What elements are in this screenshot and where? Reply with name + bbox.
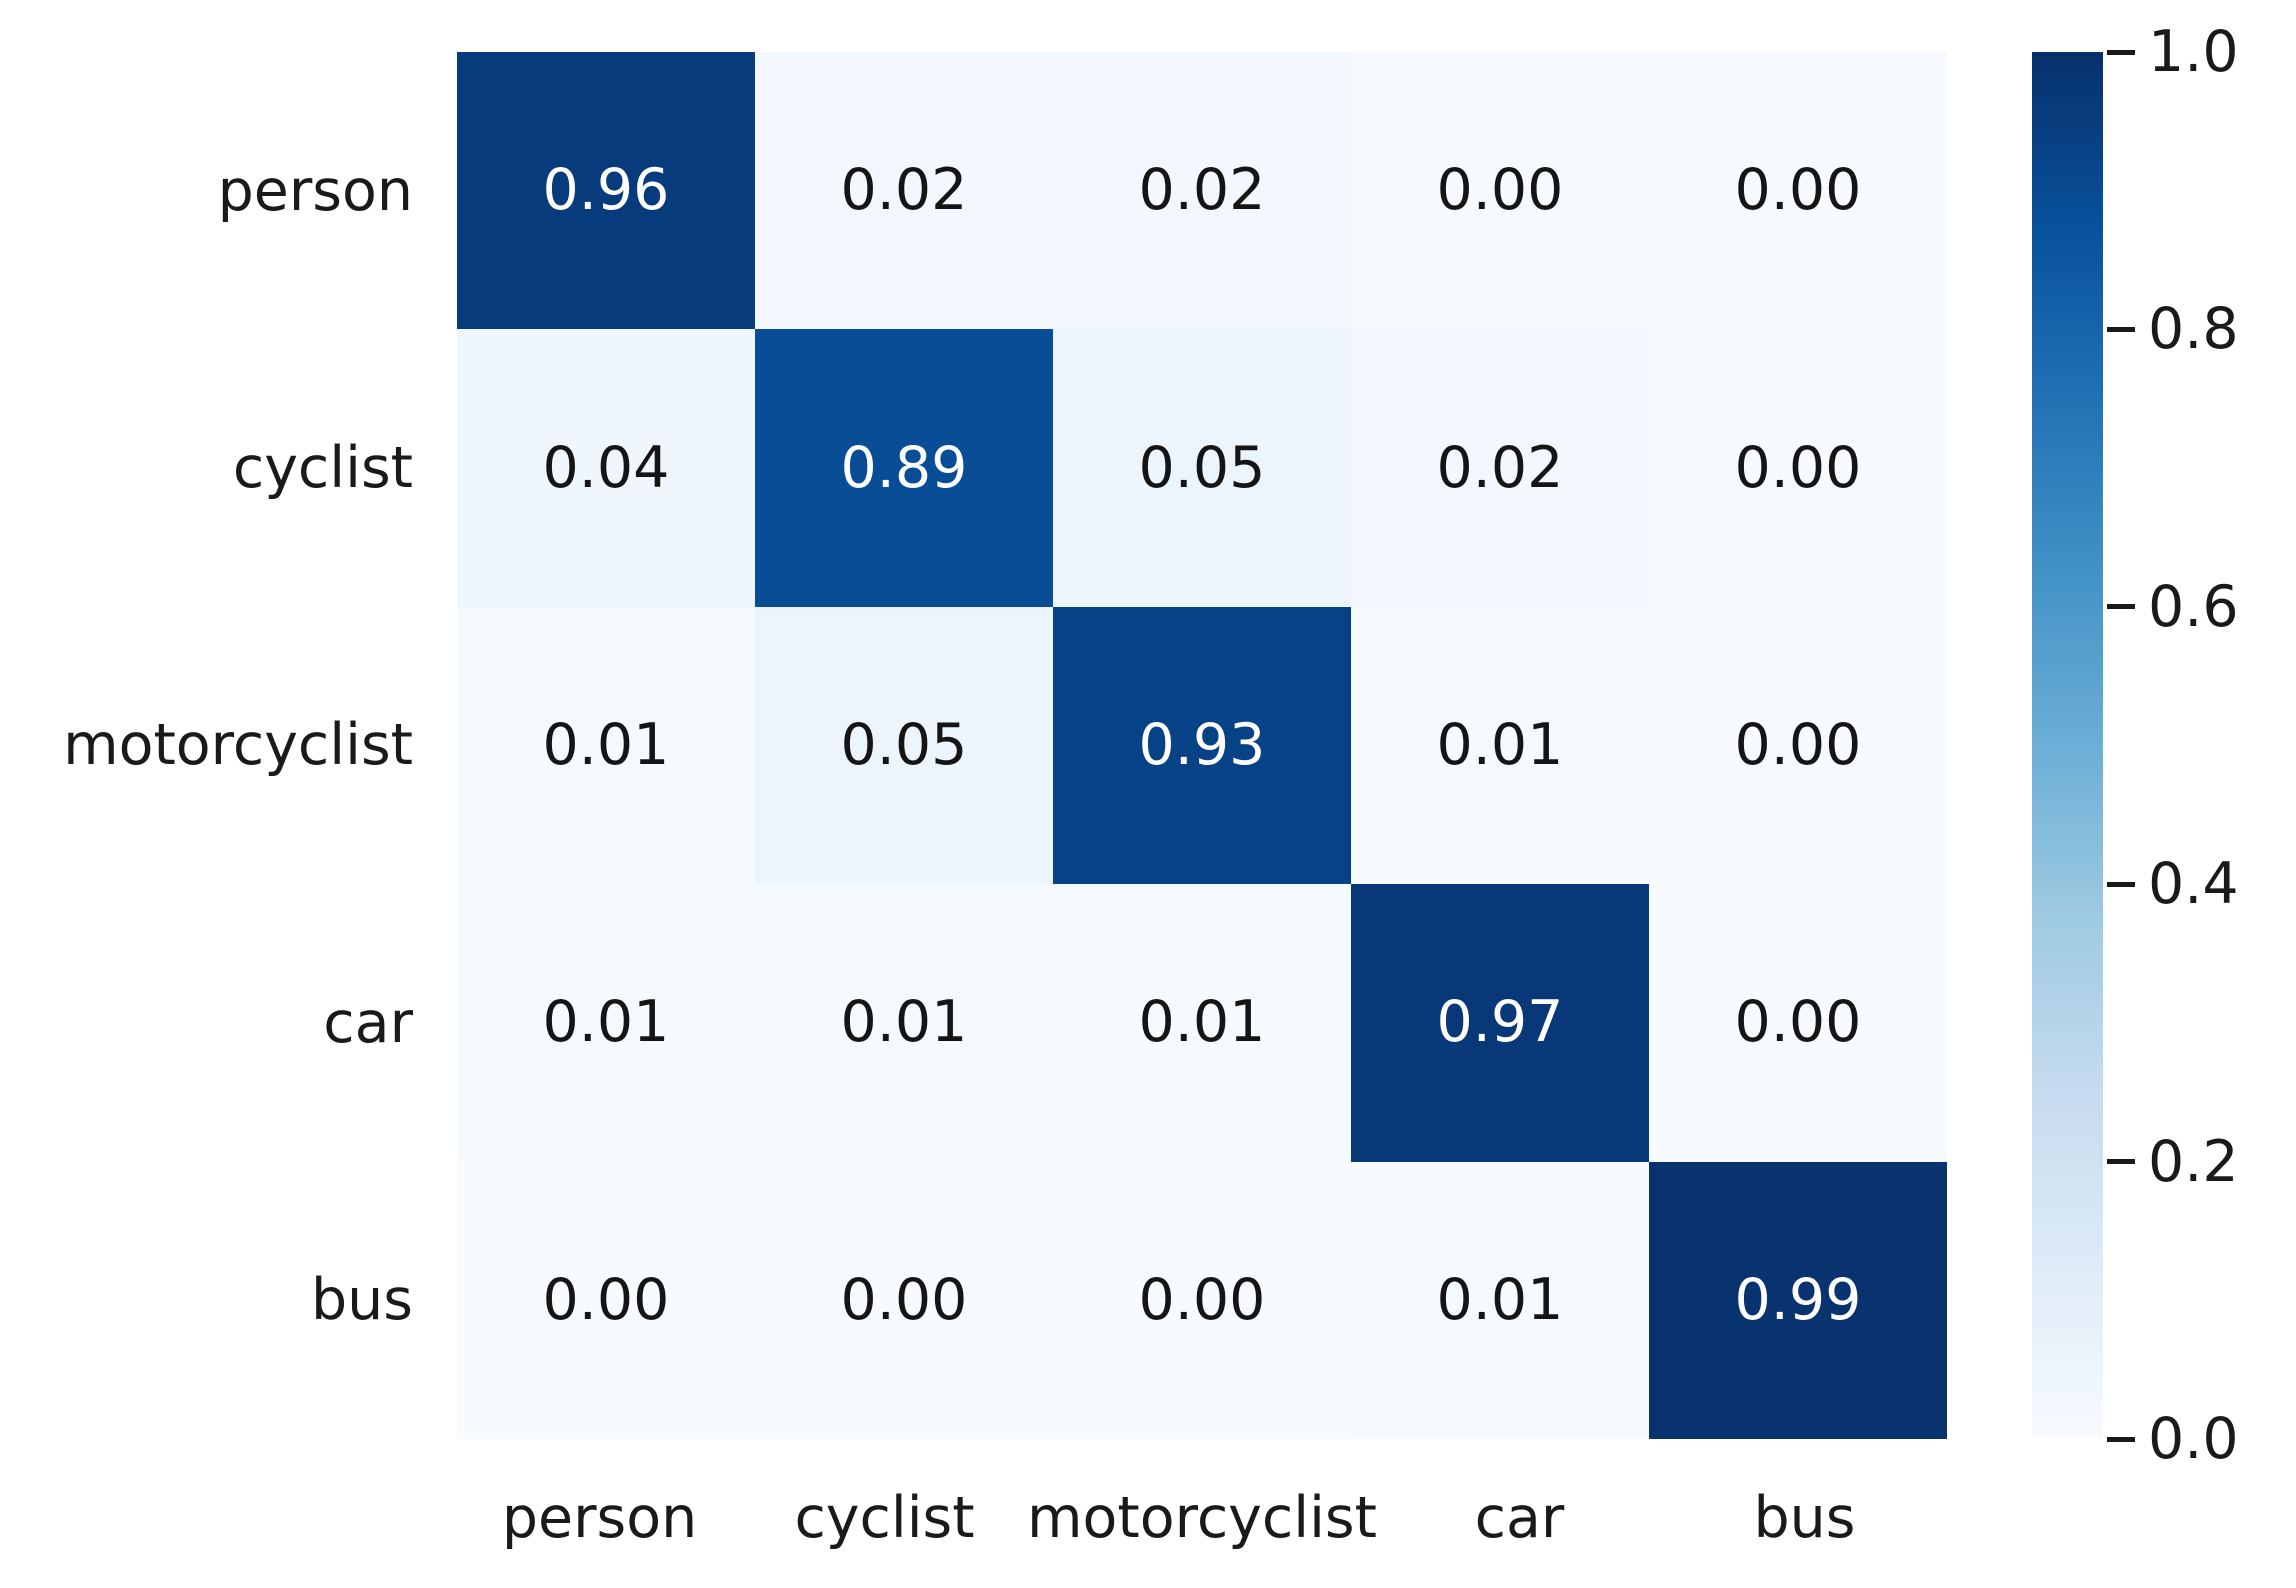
heatmap-cell-bus-cyclist: 0.00 (755, 1161, 1053, 1439)
heatmap-cell-cyclist-motorcyclist: 0.05 (1053, 329, 1351, 607)
cell-value: 0.00 (1734, 711, 1862, 778)
colorbar-tick (2107, 881, 2135, 887)
cell-value: 0.00 (1734, 989, 1862, 1056)
y-axis-tick-labels: person cyclist motorcyclist car bus (0, 52, 413, 1439)
cell-value: 0.05 (1138, 434, 1266, 501)
cell-value: 0.99 (1734, 1266, 1862, 1333)
colorbar-tick-label: 0.2 (2148, 1128, 2239, 1195)
confusion-matrix-heatmap: 0.96 0.02 0.02 0.00 0.00 0.04 0.89 0.05 0.02 0.00… (457, 52, 1947, 1439)
heatmap-cell-car-person: 0.01 (457, 884, 755, 1162)
heatmap-cell-person-car: 0.00 (1351, 52, 1649, 330)
heatmap-cell-motorcyclist-bus: 0.00 (1649, 606, 1947, 885)
cell-value: 0.00 (1734, 434, 1862, 501)
cell-value: 0.02 (1138, 157, 1266, 224)
colorbar-tick (2107, 604, 2135, 610)
heatmap-cell-bus-motorcyclist: 0.00 (1053, 1161, 1351, 1439)
cell-value: 0.97 (1436, 989, 1564, 1056)
x-tick-label-car: car (1474, 1485, 1565, 1551)
heatmap-cell-person-cyclist: 0.02 (755, 52, 1053, 330)
colorbar-tick (2107, 326, 2135, 332)
heatmap-cell-cyclist-person: 0.04 (457, 329, 755, 607)
heatmap-cell-car-bus: 0.00 (1649, 884, 1947, 1162)
cell-value: 0.01 (1436, 1266, 1564, 1333)
cell-value: 0.05 (840, 711, 968, 778)
heatmap-cell-motorcyclist-cyclist: 0.05 (755, 606, 1053, 885)
heatmap-cell-bus-person: 0.00 (457, 1161, 755, 1439)
heatmap-cell-cyclist-bus: 0.00 (1649, 329, 1947, 607)
colorbar-tick-label: 0.0 (2148, 1406, 2239, 1472)
x-tick-label-cyclist: cyclist (794, 1485, 975, 1551)
heatmap-cell-car-motorcyclist: 0.01 (1053, 884, 1351, 1162)
cell-value: 0.00 (1138, 1266, 1266, 1333)
x-axis-tick-labels: person cyclist motorcyclist car bus (457, 1478, 1947, 1558)
cell-value: 0.04 (542, 434, 670, 501)
cell-value: 0.02 (840, 157, 968, 224)
cell-value: 0.01 (840, 989, 968, 1056)
colorbar: 1.0 0.8 0.6 0.4 0.2 0.0 (2032, 19, 2239, 1472)
heatmap-cell-car-cyclist: 0.01 (755, 884, 1053, 1162)
colorbar-tick (2107, 49, 2135, 55)
cell-value: 0.01 (542, 989, 670, 1056)
heatmap-cell-motorcyclist-car: 0.01 (1351, 606, 1649, 885)
cell-value: 0.02 (1436, 434, 1564, 501)
cell-value: 0.01 (1138, 989, 1266, 1056)
heatmap-cell-cyclist-car: 0.02 (1351, 329, 1649, 607)
cell-value: 0.01 (542, 711, 670, 778)
heatmap-cell-car-car: 0.97 (1351, 884, 1649, 1162)
cell-value: 0.93 (1138, 711, 1266, 778)
colorbar-tick-label: 0.6 (2148, 573, 2239, 640)
heatmap-cell-cyclist-cyclist: 0.89 (755, 329, 1053, 607)
y-tick-label-person: person (217, 157, 413, 224)
heatmap-cell-person-bus: 0.00 (1649, 52, 1947, 330)
y-tick-label-bus: bus (310, 1267, 413, 1334)
colorbar-tick (2107, 1436, 2135, 1442)
y-tick-label-cyclist: cyclist (232, 435, 413, 502)
cell-value: 0.96 (542, 157, 670, 224)
heatmap-cell-motorcyclist-motorcyclist: 0.93 (1053, 606, 1351, 885)
colorbar-tick-label: 0.8 (2148, 296, 2239, 363)
x-tick-label-person: person (501, 1485, 698, 1551)
cell-value: 0.00 (1436, 157, 1564, 224)
cell-value: 0.01 (1436, 711, 1564, 778)
cell-value: 0.00 (840, 1266, 968, 1333)
y-tick-label-motorcyclist: motorcyclist (63, 712, 413, 779)
colorbar-tick-label: 1.0 (2148, 19, 2239, 85)
x-tick-label-bus: bus (1753, 1485, 1856, 1551)
cell-value: 0.00 (542, 1266, 670, 1333)
cell-value: 0.89 (840, 434, 968, 501)
heatmap-cell-person-person: 0.96 (457, 52, 755, 330)
heatmap-cell-motorcyclist-person: 0.01 (457, 606, 755, 885)
cell-value: 0.00 (1734, 157, 1862, 224)
heatmap-cell-bus-car: 0.01 (1351, 1161, 1649, 1439)
heatmap-cell-person-motorcyclist: 0.02 (1053, 52, 1351, 330)
colorbar-gradient (2032, 52, 2103, 1439)
x-tick-label-motorcyclist: motorcyclist (1027, 1485, 1377, 1551)
heatmap-cell-bus-bus: 0.99 (1649, 1161, 1947, 1439)
y-tick-label-car: car (323, 989, 413, 1056)
colorbar-tick-label: 0.4 (2148, 851, 2239, 918)
colorbar-tick (2107, 1159, 2135, 1165)
